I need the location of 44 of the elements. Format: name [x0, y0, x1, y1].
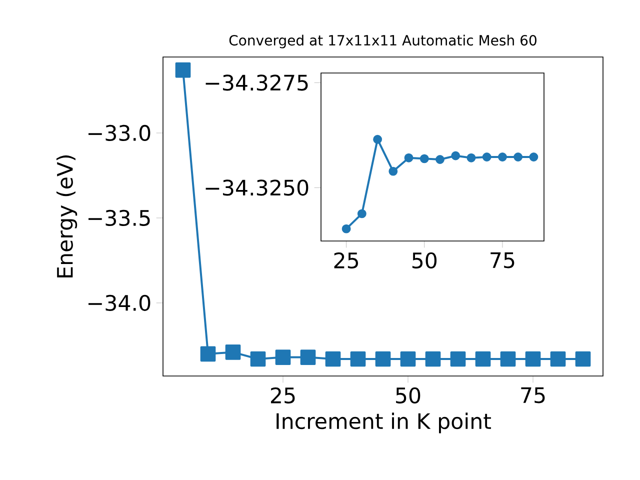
y-axis-title: Energy (eV)	[56, 155, 78, 278]
x-tick-label: 75	[521, 387, 545, 404]
y-tick-label: −33.5	[88, 210, 150, 226]
point	[550, 351, 566, 367]
x-tick-label: 50	[412, 252, 437, 269]
x-axis-title: Increment in K point	[276, 412, 491, 434]
point	[436, 155, 444, 164]
x-tick-label: 25	[270, 387, 295, 404]
point	[388, 166, 398, 176]
point	[425, 351, 441, 367]
point	[250, 351, 266, 367]
y-tick-label: −33.0	[88, 124, 150, 142]
x-tick-label: 25	[334, 252, 358, 269]
point	[342, 224, 351, 234]
point	[375, 351, 391, 367]
chart-title: Converged at 17x11x11 Automatic Mesh 60	[229, 34, 536, 48]
point	[466, 153, 476, 162]
point	[200, 346, 216, 362]
y-tick-label: −34.0	[88, 294, 150, 311]
point	[500, 351, 516, 367]
y-tick-label: −34.3250	[206, 180, 308, 196]
point	[525, 351, 541, 367]
point	[275, 350, 291, 365]
point	[404, 153, 414, 162]
point	[575, 351, 591, 367]
point	[175, 62, 191, 78]
point	[498, 152, 507, 162]
x-tick-label: 75	[490, 252, 514, 268]
point	[529, 152, 538, 162]
point	[400, 351, 416, 367]
point	[482, 152, 492, 162]
point	[357, 209, 366, 218]
point	[420, 154, 429, 164]
y-tick-label: −34.3275	[206, 74, 308, 91]
point	[225, 344, 241, 360]
point	[451, 151, 460, 160]
point	[450, 351, 466, 367]
x-tick-label: 50	[396, 387, 420, 404]
point	[350, 351, 366, 367]
point	[373, 134, 382, 144]
point	[325, 351, 341, 367]
point	[475, 351, 491, 367]
point	[514, 152, 523, 162]
point	[300, 350, 316, 365]
